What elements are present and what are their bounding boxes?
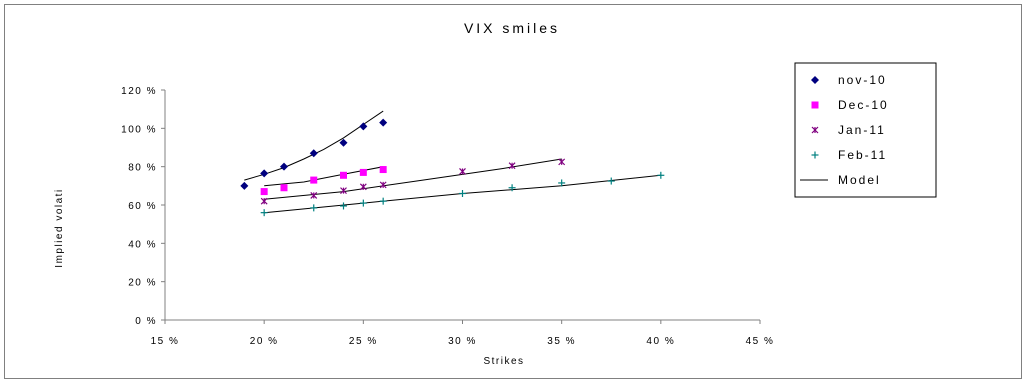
point-feb-11 xyxy=(657,172,664,179)
point-feb-11 xyxy=(360,200,367,207)
legend: nov-10 Dec-10 Jan-11 Feb-11 Model xyxy=(795,63,936,197)
plot-axes xyxy=(165,90,760,320)
x-tick-label: 40 % xyxy=(646,336,675,347)
point-jan-11 xyxy=(559,159,565,165)
x-tick-labels: 15 % 20 % 25 % 30 % 35 % 40 % 45 % xyxy=(151,320,775,347)
point-dec-10 xyxy=(360,169,367,176)
point-dec-10 xyxy=(380,166,387,173)
point-feb-11 xyxy=(380,198,387,205)
legend-label: nov-10 xyxy=(838,73,887,87)
x-tick-label: 35 % xyxy=(547,336,576,347)
point-jan-11 xyxy=(261,198,267,204)
x-axis-label: Strikes xyxy=(483,356,524,367)
legend-marker xyxy=(812,102,819,109)
x-tick-label: 30 % xyxy=(448,336,477,347)
point-jan-11 xyxy=(509,163,515,169)
y-tick-labels: 0 % 20 % 40 % 60 % 80 % 100 % 120 % xyxy=(121,86,165,327)
point-feb-11 xyxy=(459,190,466,197)
x-tick-label: 25 % xyxy=(349,336,378,347)
point-feb-11 xyxy=(340,202,347,209)
y-tick-label: 60 % xyxy=(128,201,157,212)
point-feb-11 xyxy=(310,204,317,211)
data-points xyxy=(240,119,664,217)
point-jan-11 xyxy=(311,192,317,198)
point-dec-10 xyxy=(281,184,288,191)
legend-label: Feb-11 xyxy=(838,148,887,162)
point-dec-10 xyxy=(310,177,317,184)
point-feb-11 xyxy=(261,209,268,216)
point-feb-11 xyxy=(608,178,615,185)
point-jan-11 xyxy=(360,184,366,190)
point-jan-11 xyxy=(460,168,466,174)
point-nov-10 xyxy=(379,119,387,127)
point-nov-10 xyxy=(240,182,248,190)
point-jan-11 xyxy=(380,182,386,188)
point-dec-10 xyxy=(261,188,268,195)
y-tick-label: 0 % xyxy=(135,316,157,327)
legend-label: Dec-10 xyxy=(838,98,889,112)
chart-title: VIX smiles xyxy=(464,20,560,36)
x-tick-label: 45 % xyxy=(746,336,775,347)
x-tick-label: 15 % xyxy=(151,336,180,347)
legend-label: Model xyxy=(838,173,881,187)
y-axis-label: Implied volati xyxy=(54,188,65,267)
point-nov-10 xyxy=(280,163,288,171)
point-nov-10 xyxy=(359,122,367,130)
point-jan-11 xyxy=(341,188,347,194)
y-tick-label: 120 % xyxy=(121,86,157,97)
y-tick-label: 40 % xyxy=(128,239,157,250)
legend-label: Jan-11 xyxy=(838,123,886,137)
point-nov-10 xyxy=(260,169,268,177)
y-tick-label: 20 % xyxy=(128,278,157,289)
point-dec-10 xyxy=(340,172,347,179)
x-tick-label: 20 % xyxy=(250,336,279,347)
model-line xyxy=(264,159,562,199)
model-lines xyxy=(244,111,661,213)
y-tick-label: 80 % xyxy=(128,163,157,174)
y-tick-label: 100 % xyxy=(121,124,157,135)
